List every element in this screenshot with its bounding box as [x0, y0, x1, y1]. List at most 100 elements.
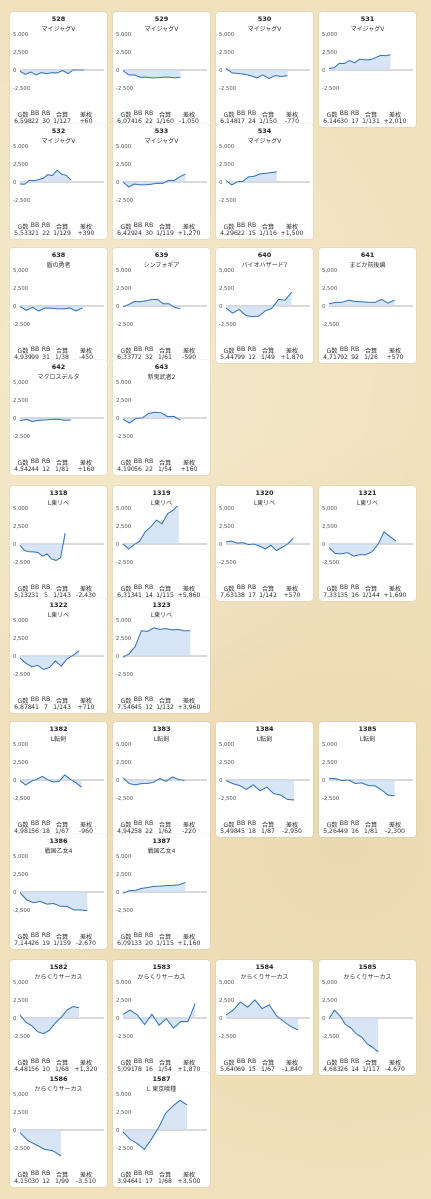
machine-card[interactable]: 1587 L 東京喰種 5,000 2,500 0 -2,500 G数 BB RB 合算 差枚 3,9…: [113, 1072, 210, 1187]
stat-value: 6,148: [220, 118, 238, 125]
machine-card[interactable]: 1582 からくりサーカス 5,000 2,500 0 -2,500 G数 BB RB 合算 差枚 4…: [10, 960, 107, 1075]
machine-card[interactable]: 1584 からくりサーカス 5,000 2,500 0 -2,500 G数 BB RB 合算 差枚 5…: [216, 960, 313, 1075]
machine-card[interactable]: 643 新鬼武者2 5,000 2,500 0 -2,500 G数 BB RB 合算 差枚 4,190…: [113, 360, 210, 475]
stat-label: 差枚: [285, 586, 299, 593]
machine-card[interactable]: 533 マイジャグV 5,000 2,500 0 -2,500 G数 BB RB 合算 差枚 6,42…: [113, 124, 210, 239]
machine-name: 新鬼武者2: [147, 374, 176, 381]
machine-name: 盾の勇者: [46, 262, 71, 269]
stat-label: 差枚: [388, 586, 402, 593]
machine-card[interactable]: 1321 L東リベ 5,000 2,500 0 -2,500 G数 BB RB 合算 差枚 7,331…: [319, 486, 416, 601]
payout-line: [19, 892, 88, 912]
machine-name: L東リベ: [47, 612, 70, 619]
machine-card[interactable]: 532 マイジャグV 5,000 2,500 0 -2,500 G数 BB RB 合算 差枚 5,53…: [10, 124, 107, 239]
stat-value: 14: [351, 1066, 359, 1073]
payout-line: [19, 774, 82, 788]
machine-card[interactable]: 1386 戦国乙女4 5,000 2,500 0 -2,500 G数 BB RB 合算 差枚 7,14…: [10, 834, 107, 949]
stat-value: 10: [42, 1066, 50, 1073]
stat-label: G数: [223, 348, 235, 355]
machine-card[interactable]: 1318 L東リベ 5,000 2,500 0 -2,500 G数 BB RB 合算 差枚 5,132…: [10, 486, 107, 601]
payout-area: [123, 506, 179, 549]
axis-tick-label: -2,500: [13, 672, 31, 678]
machine-card[interactable]: 529 マイジャグV 5,000 2,500 0 -2,500 G数 BB RB 合算 差枚 6,07…: [113, 12, 210, 127]
machine-card[interactable]: 1585 からくりサーカス 5,000 2,500 0 -2,500 G数 BB RB 合算 差枚 4…: [319, 960, 416, 1075]
stat-label: 差枚: [182, 348, 196, 355]
stat-value: 6,337: [117, 354, 135, 361]
payout-sparkline: 5,000 2,500 0 -2,500: [116, 268, 207, 328]
machine-card[interactable]: 530 マイジャグV 5,000 2,500 0 -2,500 G数 BB RB 合算 差枚 6,14…: [216, 12, 313, 127]
stat-label: 差枚: [79, 934, 93, 941]
axis-tick-label: -2,500: [13, 322, 31, 328]
stat-value: -1,050: [179, 118, 199, 125]
axis-tick-label: 5,000: [116, 32, 132, 38]
machine-card[interactable]: 1382 L転剣 5,000 2,500 0 -2,500 G数 BB RB 合算 差枚 4,981 5…: [10, 722, 107, 837]
machine-name: L転剣: [50, 736, 67, 743]
stat-label: RB: [41, 584, 51, 591]
stat-label: 合算: [55, 112, 69, 119]
machine-number: 638: [51, 251, 66, 259]
machine-card[interactable]: 1586 からくりサーカス 5,000 2,500 0 -2,500 G数 BB RB 合算 差枚 4…: [10, 1072, 107, 1187]
axis-tick-label: -2,500: [116, 908, 134, 914]
machine-card[interactable]: 1323 L東リベ 5,000 2,500 0 -2,500 G数 BB RB 合算 差枚 7,546…: [113, 598, 210, 713]
machine-card[interactable]: 1322 L東リベ 5,000 2,500 0 -2,500 G数 BB RB 合算 差枚 6,878…: [10, 598, 107, 713]
stat-value: 22: [237, 230, 245, 237]
machine-number: 640: [257, 251, 272, 259]
payout-sparkline: 5,000 2,500 0 -2,500: [116, 32, 207, 92]
axis-tick-label: 0: [322, 778, 326, 784]
stat-value: 5,533: [14, 230, 32, 237]
axis-tick-label: 0: [116, 180, 120, 186]
axis-tick-label: 5,000: [116, 380, 132, 386]
stat-label: RB: [247, 820, 257, 827]
stat-value: 45: [134, 704, 142, 711]
axis-tick-label: 5,000: [322, 742, 338, 748]
stat-label: RB: [144, 1170, 154, 1177]
machine-card[interactable]: 1384 L転剣 5,000 2,500 0 -2,500 G数 BB RB 合算 差枚 5,498 4…: [216, 722, 313, 837]
axis-tick-label: -2,500: [219, 796, 237, 802]
stat-label: RB: [247, 222, 257, 229]
axis-tick-label: 2,500: [322, 998, 338, 1004]
machine-card[interactable]: 642 マクロスデルタ 5,000 2,500 0 -2,500 G数 BB RB 合算 差枚 4,5…: [10, 360, 107, 475]
stat-label: RB: [41, 346, 51, 353]
axis-tick-label: 2,500: [13, 398, 29, 404]
machine-card[interactable]: 1583 からくりサーカス 5,000 2,500 0 -2,500 G数 BB RB 合算 差枚 5…: [113, 960, 210, 1075]
machine-card[interactable]: 531 マイジャグV 5,000 2,500 0 -2,500 G数 BB RB 合算 差枚 6,14…: [319, 12, 416, 127]
stat-value: 12: [248, 354, 256, 361]
stat-label: G数: [120, 348, 132, 355]
machine-name: L転剣: [153, 736, 170, 743]
axis-tick-label: -2,500: [116, 322, 134, 328]
stat-label: 差枚: [182, 460, 196, 467]
stat-label: 合算: [364, 112, 378, 119]
stat-label: G数: [120, 112, 132, 119]
axis-tick-label: 5,000: [116, 144, 132, 150]
machine-card[interactable]: 1385 L転剣 5,000 2,500 0 -2,500 G数 BB RB 合算 差枚 5,264 4…: [319, 722, 416, 837]
stat-label: 差枚: [79, 112, 93, 119]
machine-number: 528: [51, 15, 66, 23]
machine-card[interactable]: 639 シンフォギア 5,000 2,500 0 -2,500 G数 BB RB 合算 差枚 6,33…: [113, 248, 210, 363]
machine-card[interactable]: 1387 戦国乙女4 5,000 2,500 0 -2,500 G数 BB RB 合算 差枚 6,09…: [113, 834, 210, 949]
payout-area: [226, 538, 294, 551]
machine-card[interactable]: 638 盾の勇者 5,000 2,500 0 -2,500 G数 BB RB 合算 差枚 4,939 9…: [10, 248, 107, 363]
axis-tick-label: 0: [13, 304, 17, 310]
machine-card[interactable]: 1320 L東リベ 5,000 2,500 0 -2,500 G数 BB RB 合算 差枚 7,631…: [216, 486, 313, 601]
machine-card[interactable]: 528 マイジャグV 5,000 2,500 0 -2,500 G数 BB RB 合算 差枚 6,59…: [10, 12, 107, 127]
payout-sparkline: 5,000 2,500 0 -2,500: [13, 32, 104, 92]
payout-line: [328, 777, 395, 797]
payout-sparkline: 5,000 2,500 0 -2,500: [116, 618, 207, 678]
stat-value: 30: [340, 118, 348, 125]
stat-value: 1/131: [362, 118, 380, 125]
payout-line: [19, 1005, 80, 1035]
payout-line: [122, 70, 181, 79]
stat-value: +60: [79, 118, 93, 125]
machine-card[interactable]: 534 マイジャグV 5,000 2,500 0 -2,500 G数 BB RB 合算 差枚 4,29…: [216, 124, 313, 239]
axis-tick-label: 2,500: [116, 398, 132, 404]
machine-card[interactable]: 1383 L転剣 5,000 2,500 0 -2,500 G数 BB RB 合算 差枚 4,942 5…: [113, 722, 210, 837]
stat-label: 合算: [364, 348, 378, 355]
stat-label: 差枚: [79, 348, 93, 355]
stat-value: 4,683: [323, 1066, 341, 1073]
stat-label: BB: [339, 584, 349, 591]
stat-value: 22: [145, 828, 153, 835]
machine-card[interactable]: 1319 L東リベ 5,000 2,500 0 -2,500 G数 BB RB 合算 差枚 6,313…: [113, 486, 210, 601]
machine-card[interactable]: 641 まどか前後編 5,000 2,500 0 -2,500 G数 BB RB 合算 差枚 4,71…: [319, 248, 416, 363]
machine-card[interactable]: 640 バイオハザード7 5,000 2,500 0 -2,500 G数 BB RB 合算 差枚 5,…: [216, 248, 313, 363]
stat-label: 差枚: [285, 822, 299, 829]
stat-label: RB: [41, 222, 51, 229]
